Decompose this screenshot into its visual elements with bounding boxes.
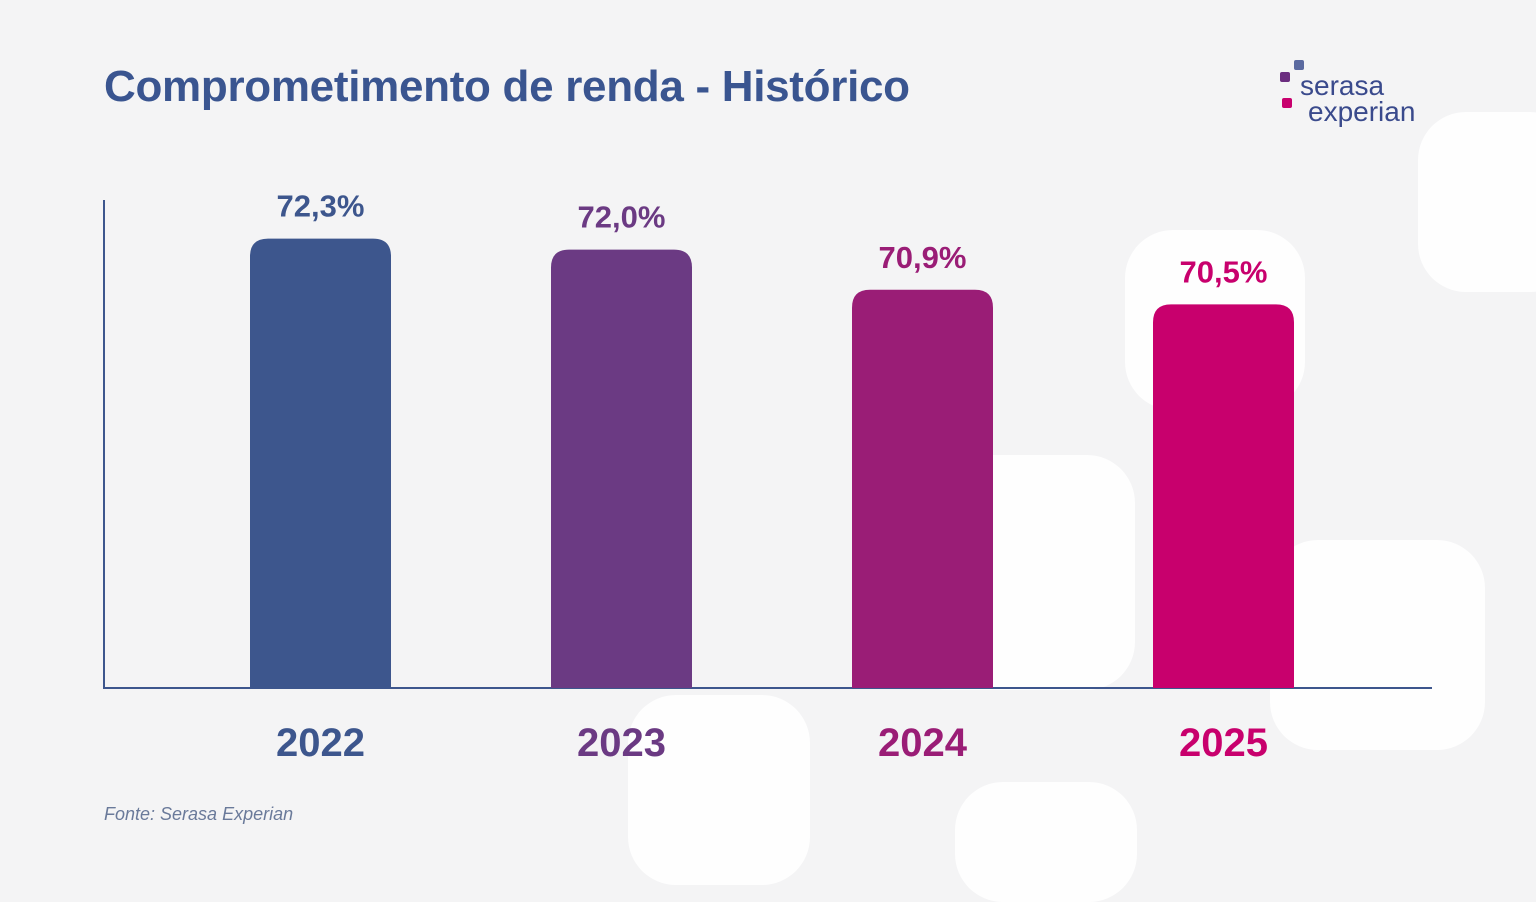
data-label-2022: 72,3% bbox=[277, 189, 365, 224]
data-label-2023: 72,0% bbox=[578, 200, 666, 235]
logo-square-icon bbox=[1280, 72, 1290, 82]
x-tick-label-2023: 2023 bbox=[577, 721, 666, 765]
x-tick-label-2022: 2022 bbox=[276, 721, 365, 765]
page-title: Comprometimento de renda - Histórico bbox=[104, 62, 910, 111]
logo-text-serasa: serasa bbox=[1300, 70, 1385, 101]
background-shape bbox=[1418, 112, 1536, 292]
bar-chart: 72,3% 2022 72,0% 2023 70,9% 2024 70,5% 2025 bbox=[103, 189, 1432, 765]
x-tick-label-2024: 2024 bbox=[878, 721, 968, 765]
logo-text-experian: experian bbox=[1308, 96, 1416, 127]
bar-2022 bbox=[250, 238, 391, 688]
source-note: Fonte: Serasa Experian bbox=[104, 804, 294, 824]
data-label-2024: 70,9% bbox=[879, 240, 967, 275]
serasa-experian-logo: serasa experian bbox=[1278, 58, 1448, 130]
background-shape bbox=[1270, 540, 1485, 750]
logo-square-icon bbox=[1282, 98, 1292, 108]
bar-2023 bbox=[551, 249, 692, 688]
bar-2025 bbox=[1153, 304, 1294, 688]
bar-2024 bbox=[852, 289, 993, 688]
background-shape bbox=[628, 695, 810, 885]
data-label-2025: 70,5% bbox=[1180, 254, 1268, 289]
logo-square-icon bbox=[1294, 60, 1304, 70]
x-tick-label-2025: 2025 bbox=[1179, 721, 1268, 765]
